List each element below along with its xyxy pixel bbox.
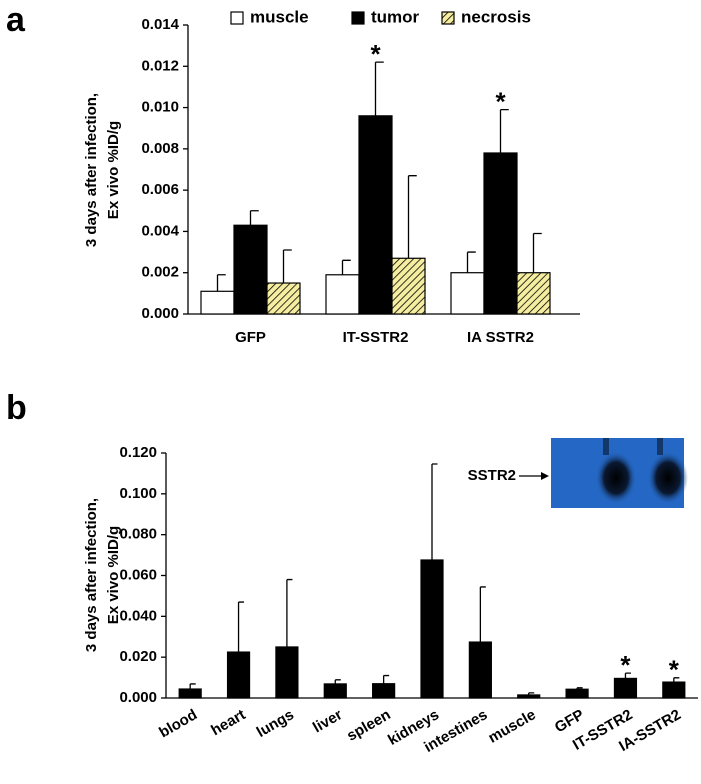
error-bar <box>282 249 292 284</box>
x-tick-label: blood <box>156 706 200 741</box>
x-tick-label: liver <box>310 706 345 736</box>
error-bar <box>673 677 680 683</box>
y-tick-label: 0.006 <box>141 181 179 198</box>
error-bar <box>189 683 196 690</box>
y-tick-label: 0.012 <box>141 57 179 74</box>
bar <box>450 272 485 315</box>
error-bar <box>407 175 417 259</box>
y-tick-label: 0.000 <box>141 305 179 322</box>
x-tick-label: IA SSTR2 <box>467 329 534 346</box>
significance-mark: * <box>669 655 680 685</box>
error-bar <box>237 601 245 653</box>
error-bar <box>499 108 509 153</box>
bar <box>372 683 396 699</box>
error-bar <box>431 463 438 560</box>
x-tick-label: heart <box>208 706 248 739</box>
bar <box>325 274 360 315</box>
error-bar <box>576 687 583 690</box>
y-tick-label: 0.120 <box>119 444 157 461</box>
bar <box>483 152 518 315</box>
bar <box>517 694 541 699</box>
panel-label: b <box>6 389 27 427</box>
x-tick-label: muscle <box>485 706 538 747</box>
y-tick-label: 0.060 <box>119 566 157 583</box>
legend-label: tumor <box>371 7 420 26</box>
y-axis-title: Ex vivo %ID/g <box>105 526 122 624</box>
inset-label: SSTR2 <box>468 467 516 484</box>
error-bar <box>216 274 226 292</box>
x-tick-label: lungs <box>254 706 297 741</box>
error-bar <box>341 259 351 275</box>
error-bar <box>286 578 293 647</box>
bar <box>226 651 251 699</box>
bar <box>565 688 589 699</box>
significance-mark: * <box>495 87 506 117</box>
bar <box>516 272 551 315</box>
bar <box>323 683 347 699</box>
significance-mark: * <box>370 39 381 69</box>
y-axis-title: 3 days after infection, <box>83 93 100 247</box>
legend-swatch <box>230 11 244 25</box>
error-bar <box>479 586 486 643</box>
significance-mark: * <box>620 650 631 680</box>
bar <box>613 677 638 699</box>
y-axis-title: Ex vivo %ID/g <box>105 121 122 219</box>
y-axis-title: 3 days after infection, <box>83 498 100 652</box>
error-bar <box>466 251 476 273</box>
y-tick-label: 0.004 <box>141 222 179 239</box>
bar <box>266 282 301 315</box>
bar <box>200 290 235 315</box>
y-tick-label: 0.008 <box>141 140 179 157</box>
legend-swatch <box>351 11 365 25</box>
error-bar <box>532 232 542 273</box>
y-tick-label: 0.000 <box>119 689 157 706</box>
error-bar <box>528 692 535 695</box>
error-bar <box>249 210 259 226</box>
legend-label: muscle <box>250 7 309 26</box>
error-bar <box>624 672 631 679</box>
x-tick-label: GFP <box>235 329 266 346</box>
x-tick-label: spleen <box>344 706 394 744</box>
error-bar <box>382 674 390 684</box>
bar <box>468 641 492 699</box>
y-tick-label: 0.014 <box>141 16 179 33</box>
y-tick-label: 0.002 <box>141 264 179 281</box>
y-tick-label: 0.100 <box>119 485 157 502</box>
y-tick-label: 0.020 <box>119 648 157 665</box>
y-tick-label: 0.080 <box>119 526 157 543</box>
bar <box>420 559 444 699</box>
bar <box>233 224 268 315</box>
bar <box>391 257 426 315</box>
y-tick-label: 0.010 <box>141 99 179 116</box>
bar <box>275 646 299 699</box>
y-tick-label: 0.040 <box>119 607 157 624</box>
error-bar <box>374 61 384 116</box>
error-bar <box>334 679 341 684</box>
bar <box>178 688 202 699</box>
panel-label: a <box>6 1 26 39</box>
legend-swatch <box>441 11 455 25</box>
x-tick-label: IT-SSTR2 <box>343 329 409 346</box>
legend-label: necrosis <box>461 7 531 26</box>
inset-blot <box>519 438 688 508</box>
bar <box>358 115 393 315</box>
